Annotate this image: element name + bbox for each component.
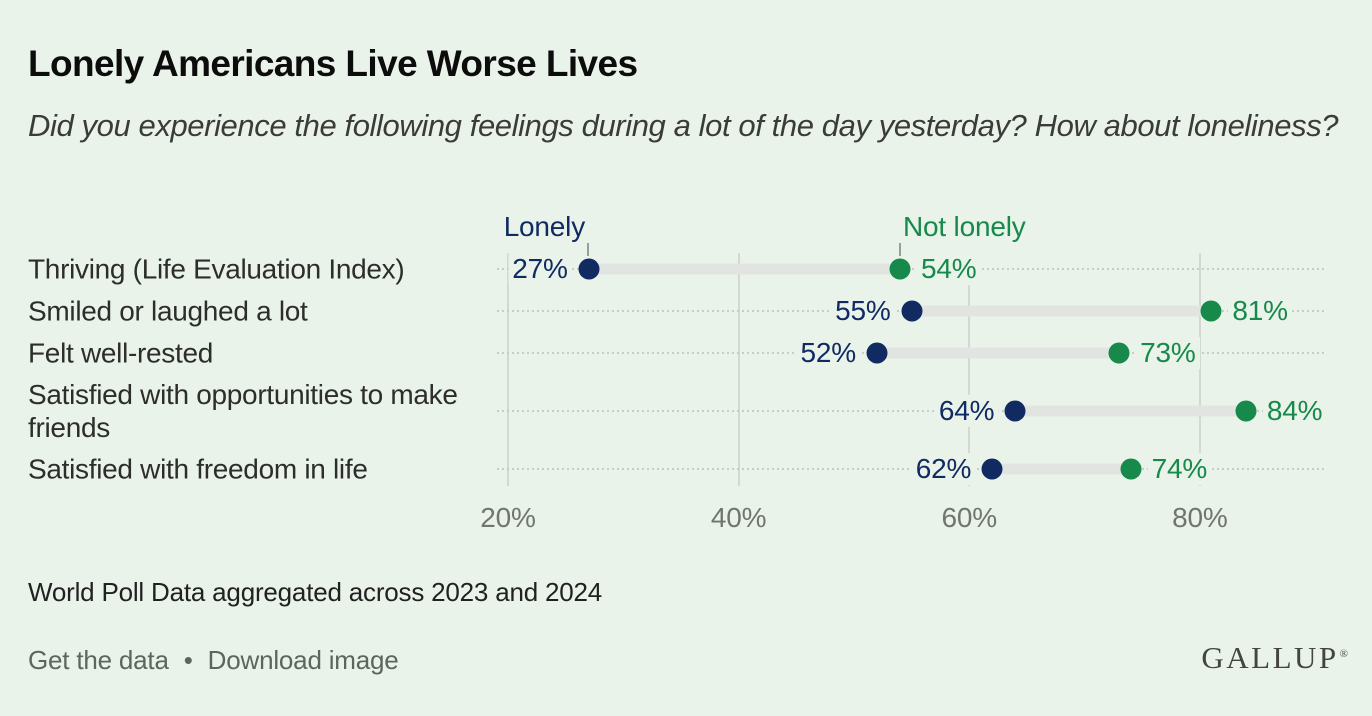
connector-bar bbox=[911, 305, 1212, 317]
chart-title: Lonely Americans Live Worse Lives bbox=[28, 43, 638, 84]
get-the-data-link[interactable]: Get the data bbox=[28, 645, 169, 675]
lonely-value-label: 52% bbox=[796, 337, 860, 369]
category-label: Satisfied with freedom in life bbox=[28, 453, 368, 485]
connector-bar bbox=[992, 463, 1131, 475]
gallup-logo: GALLUP® bbox=[1201, 640, 1348, 676]
connector-bar bbox=[1015, 405, 1246, 417]
lonely-value-label: 64% bbox=[934, 395, 999, 427]
link-separator: • bbox=[183, 645, 193, 675]
lonely-dot[interactable] bbox=[578, 258, 600, 280]
not-lonely-value-label: 84% bbox=[1262, 395, 1327, 427]
footer-links: Get the data • Download image bbox=[28, 645, 399, 676]
lonely-dot[interactable] bbox=[901, 300, 923, 322]
category-label: Thriving (Life Evaluation Index) bbox=[28, 253, 405, 285]
not-lonely-value-label: 81% bbox=[1228, 295, 1292, 327]
category-label: Felt well-rested bbox=[28, 337, 214, 369]
lonely-value-label: 62% bbox=[911, 453, 976, 485]
row-gridline bbox=[497, 410, 1324, 412]
download-image-link[interactable]: Download image bbox=[207, 645, 399, 675]
legend-label-not-lonely: Not lonely bbox=[903, 211, 1026, 242]
gridline-80 bbox=[1198, 253, 1201, 486]
axis-tick-80: 80% bbox=[1172, 502, 1228, 533]
not-lonely-dot[interactable] bbox=[1108, 342, 1130, 364]
category-label: Satisfied with opportunities to make fri… bbox=[28, 379, 458, 443]
axis-tick-20: 20% bbox=[480, 502, 536, 533]
not-lonely-dot[interactable] bbox=[1200, 300, 1222, 322]
not-lonely-dot[interactable] bbox=[889, 258, 911, 280]
chart-subtitle: Did you experience the following feeling… bbox=[28, 108, 1339, 143]
not-lonely-value-label: 54% bbox=[917, 253, 981, 285]
lonely-dot[interactable] bbox=[981, 458, 1003, 480]
axis-tick-40: 40% bbox=[710, 502, 767, 533]
source-note: World Poll Data aggregated across 2023 a… bbox=[28, 577, 603, 607]
lonely-value-label: 27% bbox=[508, 253, 572, 285]
lonely-dot[interactable] bbox=[866, 342, 888, 364]
connector-bar bbox=[876, 347, 1120, 359]
legend-tick-lonely bbox=[587, 243, 589, 256]
category-label: Smiled or laughed a lot bbox=[28, 295, 308, 327]
axis-tick-60: 60% bbox=[941, 502, 997, 533]
connector-bar bbox=[588, 263, 900, 275]
lonely-value-label: 55% bbox=[831, 295, 895, 327]
not-lonely-dot[interactable] bbox=[1235, 400, 1257, 422]
gridline-20 bbox=[507, 253, 509, 486]
registered-trademark-icon: ® bbox=[1339, 647, 1348, 660]
gridline-60 bbox=[968, 253, 971, 486]
legend-label-lonely: Lonely bbox=[503, 211, 586, 242]
not-lonely-value-label: 73% bbox=[1136, 337, 1200, 369]
not-lonely-value-label: 74% bbox=[1147, 453, 1212, 485]
legend-tick-not-lonely bbox=[899, 243, 901, 256]
lonely-dot[interactable] bbox=[1004, 400, 1026, 422]
row-gridline bbox=[497, 468, 1324, 470]
gallup-logo-text: GALLUP bbox=[1201, 640, 1339, 675]
gridline-40 bbox=[737, 253, 740, 486]
not-lonely-dot[interactable] bbox=[1120, 458, 1142, 480]
